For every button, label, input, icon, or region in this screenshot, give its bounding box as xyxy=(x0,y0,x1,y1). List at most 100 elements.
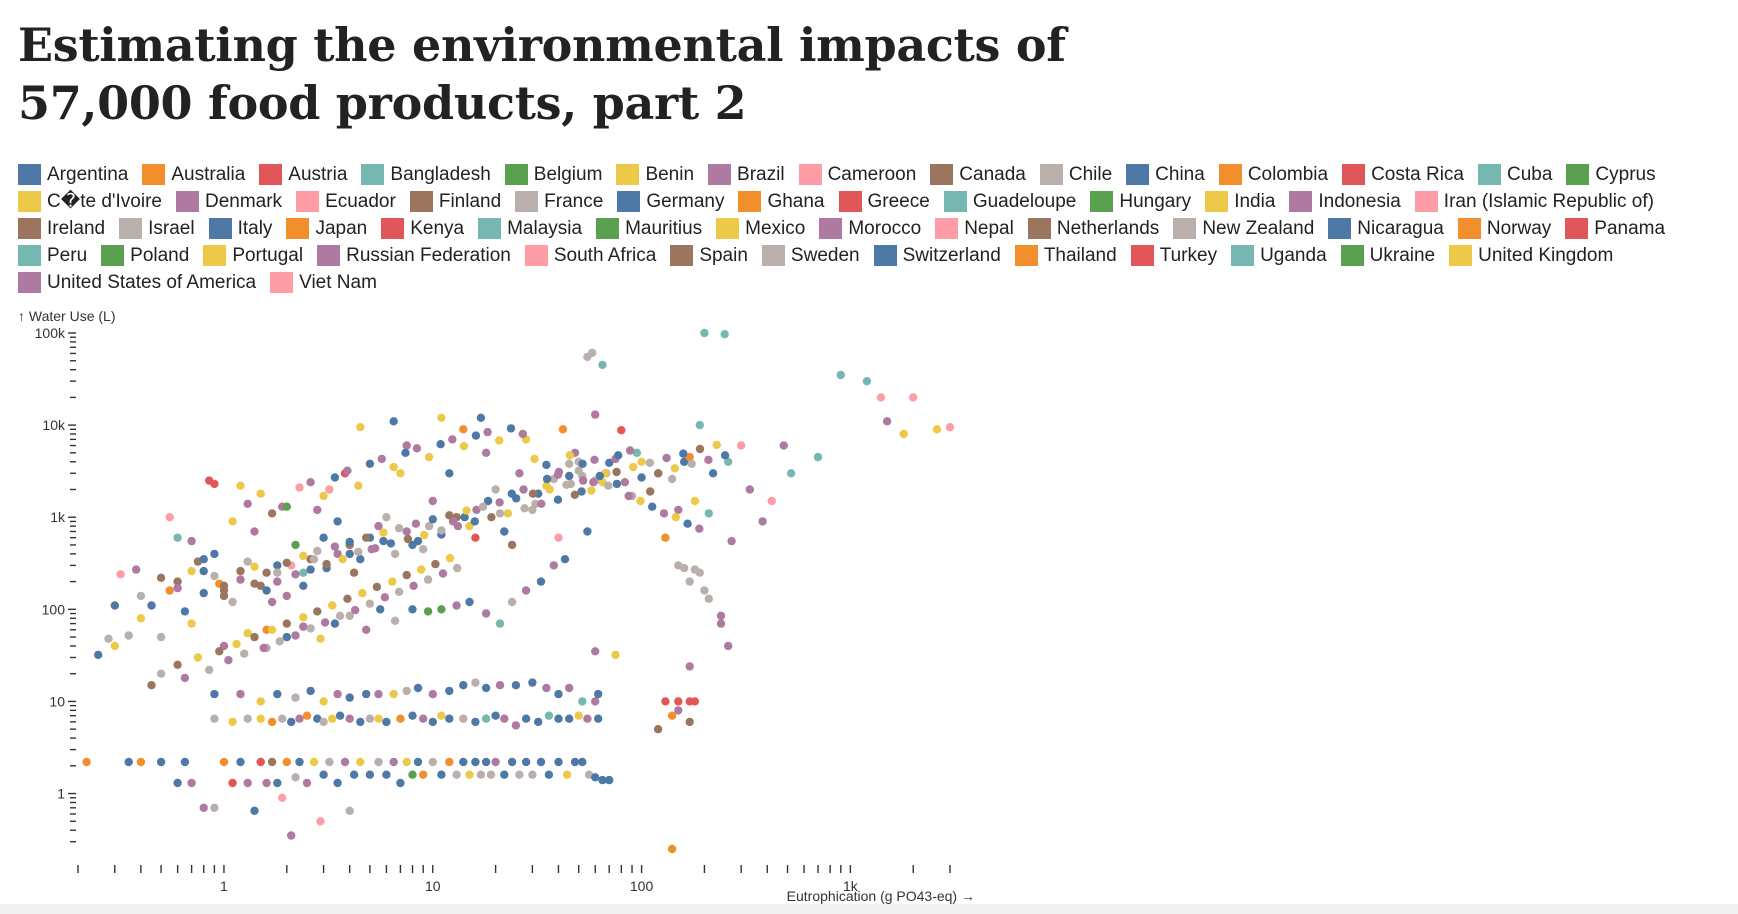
legend-swatch xyxy=(1126,164,1150,185)
data-point xyxy=(712,440,721,450)
data-point xyxy=(136,591,146,601)
data-point xyxy=(267,757,277,767)
legend-swatch xyxy=(1218,164,1242,185)
legend-label: Colombia xyxy=(1247,164,1329,185)
data-point xyxy=(259,643,268,653)
legend-swatch xyxy=(1289,191,1313,212)
data-point xyxy=(704,594,713,603)
data-point xyxy=(536,577,546,586)
data-points xyxy=(82,328,955,854)
legend-item: Hungary xyxy=(1090,191,1191,212)
legend-label: South Africa xyxy=(553,245,657,266)
data-point xyxy=(228,778,237,788)
data-point xyxy=(471,717,480,727)
legend-item: Thailand xyxy=(1014,245,1117,266)
data-point xyxy=(340,757,350,767)
data-point xyxy=(136,614,146,623)
data-point xyxy=(94,650,103,660)
data-point xyxy=(356,555,365,564)
data-point xyxy=(661,697,670,706)
y-tick-label: 100k xyxy=(35,325,66,341)
data-point xyxy=(187,619,196,628)
legend-swatch xyxy=(18,245,41,266)
data-point xyxy=(515,770,524,779)
legend-label: China xyxy=(1155,164,1205,185)
data-point xyxy=(680,457,689,466)
data-point xyxy=(291,631,300,640)
data-point xyxy=(228,517,237,526)
data-point xyxy=(412,444,422,453)
data-point xyxy=(587,486,596,495)
data-point xyxy=(365,459,375,468)
legend-label: Russian Federation xyxy=(346,245,511,266)
y-axis-label: ↑ Water Use (L) xyxy=(18,308,116,324)
data-point xyxy=(262,778,271,788)
data-point xyxy=(565,451,574,460)
data-point xyxy=(396,778,405,788)
legend-swatch xyxy=(943,191,967,212)
data-point xyxy=(428,689,437,699)
data-point xyxy=(345,611,354,620)
data-point xyxy=(319,491,328,501)
legend-swatch xyxy=(18,272,41,293)
legend-swatch xyxy=(1457,218,1481,239)
data-point xyxy=(390,616,400,625)
legend-label: United States of America xyxy=(47,272,257,293)
legend-swatch xyxy=(798,164,822,185)
data-point xyxy=(554,714,563,723)
data-point xyxy=(605,775,614,785)
legend-item: Malaysia xyxy=(478,218,582,239)
data-point xyxy=(124,631,133,640)
legend-label: Germany xyxy=(646,191,725,212)
data-point xyxy=(481,609,491,618)
legend-label: Guadeloupe xyxy=(972,191,1077,212)
legend-swatch xyxy=(670,245,694,266)
legend-label: Ukraine xyxy=(1369,245,1436,266)
data-point xyxy=(453,563,462,573)
data-point xyxy=(250,527,259,536)
data-point xyxy=(674,505,683,515)
legend-label: Benin xyxy=(645,164,695,185)
legend-label: Portugal xyxy=(232,245,304,266)
data-point xyxy=(617,426,626,435)
data-point xyxy=(588,348,597,357)
legend-label: Norway xyxy=(1486,218,1552,239)
data-point xyxy=(670,464,680,473)
data-point xyxy=(180,607,190,616)
data-point xyxy=(674,697,683,706)
data-point xyxy=(419,770,428,779)
legend-item: South Africa xyxy=(524,245,657,266)
data-point xyxy=(306,478,315,487)
data-point xyxy=(521,757,531,767)
data-point xyxy=(330,619,340,628)
legend-label: Belgium xyxy=(533,164,603,185)
data-point xyxy=(716,611,726,620)
data-point xyxy=(351,605,360,615)
data-point xyxy=(574,711,583,720)
legend-item: Viet Nam xyxy=(270,272,377,293)
data-point xyxy=(173,533,182,542)
data-point xyxy=(437,605,446,614)
legend-label: France xyxy=(544,191,604,212)
data-point xyxy=(379,536,388,546)
data-point xyxy=(424,521,434,531)
legend-item: Canada xyxy=(930,164,1026,185)
legend-label: Greece xyxy=(867,191,930,212)
x-tick-label: 100 xyxy=(630,878,654,894)
data-point xyxy=(313,505,322,515)
data-point xyxy=(335,611,345,620)
data-point xyxy=(299,568,308,577)
data-point xyxy=(452,601,461,610)
data-point xyxy=(180,673,190,683)
data-point xyxy=(481,757,491,767)
data-point xyxy=(402,570,411,580)
data-point xyxy=(685,662,694,671)
legend-item: Australia xyxy=(142,164,245,185)
legend-label: Nepal xyxy=(964,218,1014,239)
data-point xyxy=(836,370,845,380)
legend-swatch xyxy=(175,191,199,212)
legend-item: Peru xyxy=(18,245,87,266)
data-point xyxy=(110,601,120,610)
data-point xyxy=(116,570,125,579)
data-point xyxy=(423,607,433,616)
